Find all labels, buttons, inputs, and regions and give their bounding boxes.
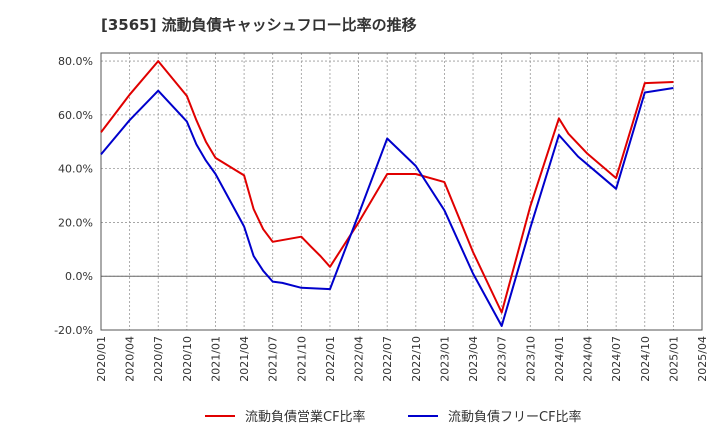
x-tick-label: 2022/07 <box>381 336 394 382</box>
grid <box>100 53 703 331</box>
legend-label-1: 流動負債営業CF比率 <box>245 409 366 425</box>
x-tick-label: 2022/01 <box>324 336 337 382</box>
x-axis: 2020/01 2020/04 2020/07 2020/10 2021/01 2021/… <box>95 336 709 382</box>
x-tick-label: 2022/04 <box>353 336 366 382</box>
legend-label-2: 流動負債フリーCF比率 <box>448 409 582 425</box>
chart-title: [3565] 流動負債キャッシュフロー比率の推移 <box>101 16 417 34</box>
x-tick-label: 2020/01 <box>95 336 108 382</box>
series-line-1 <box>100 60 674 314</box>
x-tick-label: 2022/10 <box>410 336 423 382</box>
x-tick-label: 2021/01 <box>209 336 222 382</box>
plot-frame <box>100 52 703 331</box>
x-tick-label: 2021/04 <box>238 336 251 382</box>
series-line-2 <box>100 87 674 327</box>
x-tick-label: 2023/10 <box>524 336 537 382</box>
x-tick-label: 2020/07 <box>152 336 165 382</box>
x-tick-label: 2021/10 <box>295 336 308 382</box>
x-tick-label: 2024/01 <box>553 336 566 382</box>
x-tick-label: 2020/10 <box>181 336 194 382</box>
x-tick-label: 2023/07 <box>496 336 509 382</box>
y-axis: -20.0% 0.0% 20.0% 40.0% 60.0% 80.0% <box>54 55 93 337</box>
x-tick-label: 2025/04 <box>696 336 709 382</box>
x-tick-label: 2021/07 <box>267 336 280 382</box>
series-layer <box>100 60 674 327</box>
y-tick-label: -20.0% <box>54 324 93 337</box>
y-tick-label: 80.0% <box>58 55 93 68</box>
x-tick-label: 2024/07 <box>610 336 623 382</box>
y-tick-label: 60.0% <box>58 109 93 122</box>
x-tick-label: 2023/01 <box>438 336 451 382</box>
y-tick-label: 20.0% <box>58 216 93 229</box>
x-tick-label: 2024/10 <box>639 336 652 382</box>
y-tick-label: 40.0% <box>58 163 93 176</box>
x-tick-label: 2025/01 <box>667 336 680 382</box>
legend: 流動負債営業CF比率 流動負債フリーCF比率 <box>205 409 582 425</box>
x-tick-label: 2024/04 <box>582 336 595 382</box>
y-tick-label: 0.0% <box>65 270 93 283</box>
x-tick-label: 2023/04 <box>467 336 480 382</box>
x-tick-label: 2020/04 <box>124 336 137 382</box>
